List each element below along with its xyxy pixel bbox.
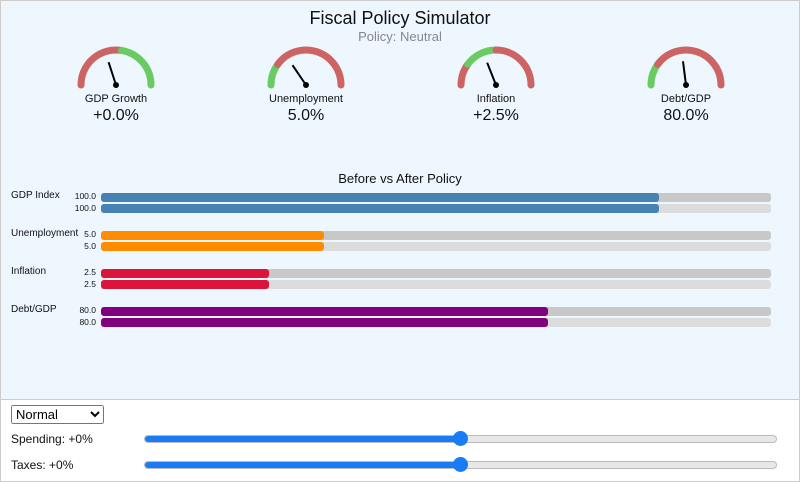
- after-value: 5.0: [84, 241, 96, 251]
- after-value: 2.5: [84, 279, 96, 289]
- after-bar-fill: [101, 242, 325, 251]
- slider-thumb[interactable]: [452, 457, 468, 472]
- before-bar: [101, 307, 771, 316]
- before-bar-fill: [101, 193, 660, 202]
- gauge-dial-icon: [267, 46, 345, 89]
- mode-select[interactable]: Normal: [11, 405, 104, 424]
- page-title: Fiscal Policy Simulator: [309, 8, 491, 28]
- gauge-pivot: [493, 82, 499, 88]
- gauge-needle: [291, 64, 307, 86]
- gauge-unemployment: Unemployment 5.0%: [246, 41, 366, 125]
- gauge-pivot: [303, 82, 309, 88]
- metric-row: Debt/GDP 80.0 80.0: [1, 304, 800, 330]
- slider-thumb[interactable]: [452, 431, 468, 446]
- gauge-zone: [274, 46, 345, 89]
- simulator-panel: Fiscal Policy Simulator Policy: Neutral …: [0, 0, 800, 400]
- metric-row: Unemployment 5.0 5.0: [1, 228, 800, 254]
- after-bar-fill: [101, 204, 660, 213]
- before-value: 100.0: [74, 191, 96, 201]
- gauge-zone: [77, 46, 125, 89]
- gauge-pivot: [113, 82, 119, 88]
- gauge-label: Unemployment: [269, 93, 343, 105]
- gauge-label: GDP Growth: [84, 93, 148, 105]
- gauge-dial-icon: [647, 46, 725, 89]
- gauge-zone: [464, 46, 500, 68]
- metric-label: Unemployment: [11, 228, 79, 239]
- after-bar-fill: [101, 280, 269, 289]
- before-value: 5.0: [84, 229, 96, 239]
- gauge-gdp-growth: GDP Growth +0.0%: [56, 41, 176, 125]
- gauge-label: Debt/GDP: [660, 93, 712, 105]
- controls-panel: Normal Spending: +0% Taxes: +0%: [0, 400, 800, 482]
- after-bar: [101, 318, 771, 327]
- gauge-needle: [107, 61, 117, 86]
- gauge-zone: [654, 46, 725, 89]
- after-value: 80.0: [79, 317, 96, 327]
- policy-subtitle: Policy: Neutral: [358, 29, 442, 44]
- before-bar: [101, 269, 771, 278]
- gauge-value: +2.5%: [473, 107, 519, 124]
- after-bar-fill: [101, 318, 548, 327]
- metric-label: Inflation: [11, 266, 47, 277]
- gauge-value: +0.0%: [93, 107, 139, 124]
- gauge-needle: [486, 62, 497, 86]
- before-bar-fill: [101, 269, 269, 278]
- before-value: 2.5: [84, 267, 96, 277]
- after-bar: [101, 204, 771, 213]
- gauge-value: 80.0%: [663, 107, 709, 124]
- comparison-title: Before vs After Policy: [338, 171, 462, 186]
- after-bar: [101, 280, 771, 289]
- after-bar: [101, 242, 771, 251]
- gauge-dial-icon: [457, 46, 535, 89]
- metric-label: Debt/GDP: [11, 304, 57, 315]
- gauge-zone: [492, 46, 535, 89]
- after-value: 100.0: [74, 203, 96, 213]
- metric-label: GDP Index: [11, 190, 60, 201]
- metric-row: GDP Index 100.0 100.0: [1, 190, 800, 216]
- spending-label: Spending: +0%: [11, 432, 93, 446]
- spending-slider[interactable]: [144, 431, 777, 446]
- before-bar-fill: [101, 231, 325, 240]
- gauge-dial-icon: [77, 46, 155, 89]
- metric-row: Inflation 2.5 2.5: [1, 266, 800, 292]
- before-bar-fill: [101, 307, 548, 316]
- gauge-value: 5.0%: [287, 107, 325, 124]
- gauge-label: Inflation: [476, 93, 516, 105]
- gauge-pivot: [683, 82, 689, 88]
- gauge-zone: [117, 46, 155, 89]
- gauge-inflation: Inflation +2.5%: [436, 41, 556, 125]
- taxes-slider[interactable]: [144, 457, 777, 472]
- taxes-label: Taxes: +0%: [11, 458, 74, 472]
- before-bar: [101, 231, 771, 240]
- gauge-debt-gdp: Debt/GDP 80.0%: [626, 41, 746, 125]
- before-bar: [101, 193, 771, 202]
- before-value: 80.0: [79, 305, 96, 315]
- gauge-needle: [681, 61, 687, 86]
